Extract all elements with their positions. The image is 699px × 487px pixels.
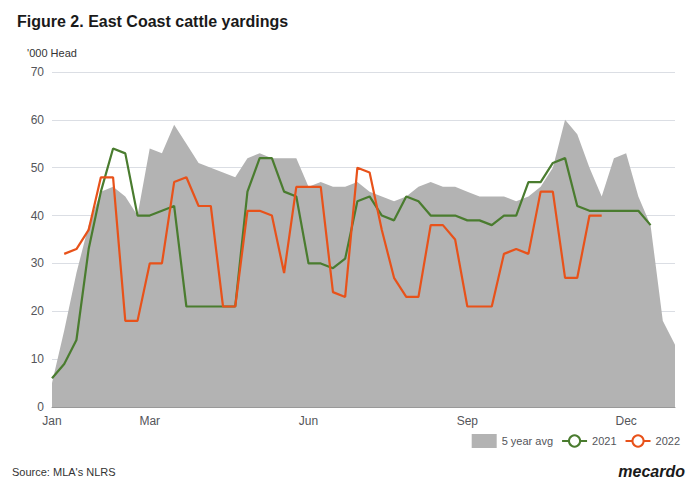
svg-text:60: 60 bbox=[31, 113, 45, 127]
svg-text:Figure 2. East Coast cattle ya: Figure 2. East Coast cattle yardings bbox=[17, 13, 288, 30]
svg-text:5 year avg: 5 year avg bbox=[502, 435, 553, 447]
svg-text:'000 Head: '000 Head bbox=[27, 47, 77, 59]
svg-text:Sep: Sep bbox=[457, 414, 479, 428]
svg-text:20: 20 bbox=[31, 304, 45, 318]
svg-text:Dec: Dec bbox=[615, 414, 636, 428]
svg-text:2021: 2021 bbox=[592, 435, 616, 447]
svg-text:10: 10 bbox=[31, 352, 45, 366]
svg-text:0: 0 bbox=[37, 400, 44, 414]
svg-text:2022: 2022 bbox=[656, 435, 680, 447]
svg-text:mecardo: mecardo bbox=[618, 463, 685, 480]
svg-text:Source: MLA's NLRS: Source: MLA's NLRS bbox=[12, 466, 116, 478]
svg-text:50: 50 bbox=[31, 161, 45, 175]
svg-text:Jun: Jun bbox=[299, 414, 318, 428]
svg-text:70: 70 bbox=[31, 65, 45, 79]
svg-text:Jan: Jan bbox=[42, 414, 61, 428]
svg-text:40: 40 bbox=[31, 209, 45, 223]
svg-text:Mar: Mar bbox=[139, 414, 160, 428]
svg-text:30: 30 bbox=[31, 256, 45, 270]
